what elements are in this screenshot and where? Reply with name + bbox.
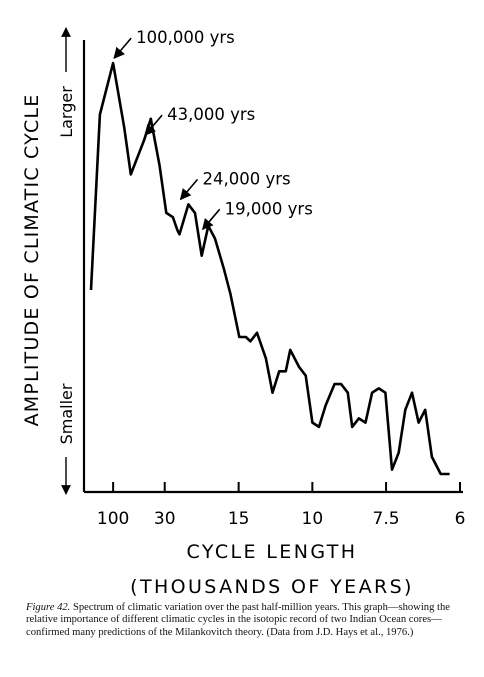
annotation-arrow-icon — [144, 114, 163, 137]
caption-label: Figure 42. — [26, 602, 71, 613]
annotation-arrow-icon — [179, 178, 199, 201]
annotation-arrow-icon — [201, 208, 221, 231]
x-tick-label: 10 — [302, 509, 324, 529]
series-group — [89, 61, 450, 476]
peak-annotation-label: 19,000 yrs — [225, 199, 313, 218]
x-axis-label: CYCLE LENGTH — [187, 541, 358, 563]
peak-annotation-label: 24,000 yrs — [203, 169, 291, 188]
figure-caption: Figure 42. Spectrum of climatic variatio… — [26, 602, 472, 639]
y-axis-larger-label: Larger — [57, 86, 76, 138]
y-axis-label: AMPLITUDE OF CLIMATIC CYCLE — [21, 94, 43, 427]
x-tick-label: 15 — [228, 509, 250, 529]
x-tick-label: 6 — [455, 509, 466, 529]
y-axis-smaller-label: Smaller — [57, 383, 76, 444]
annotation-group: 100,000 yrs 43,000 yrs 24,000 yrs 19,000 yr… — [113, 28, 313, 231]
spectrum-series-line — [89, 61, 450, 476]
caption-text: Spectrum of climatic variation over the … — [26, 602, 450, 638]
x-tick-label: 30 — [154, 509, 176, 529]
x-axis-units-label: (THOUSANDS OF YEARS) — [130, 576, 414, 598]
peak-annotation-label: 43,000 yrs — [167, 105, 255, 124]
x-tick-group: 100 30 15 10 7.5 6 — [97, 482, 466, 529]
annotation-arrow-icon — [113, 37, 132, 59]
peak-annotation-label: 100,000 yrs — [136, 28, 235, 47]
x-tick-label: 100 — [97, 509, 129, 529]
x-tick-label: 7.5 — [373, 509, 400, 529]
